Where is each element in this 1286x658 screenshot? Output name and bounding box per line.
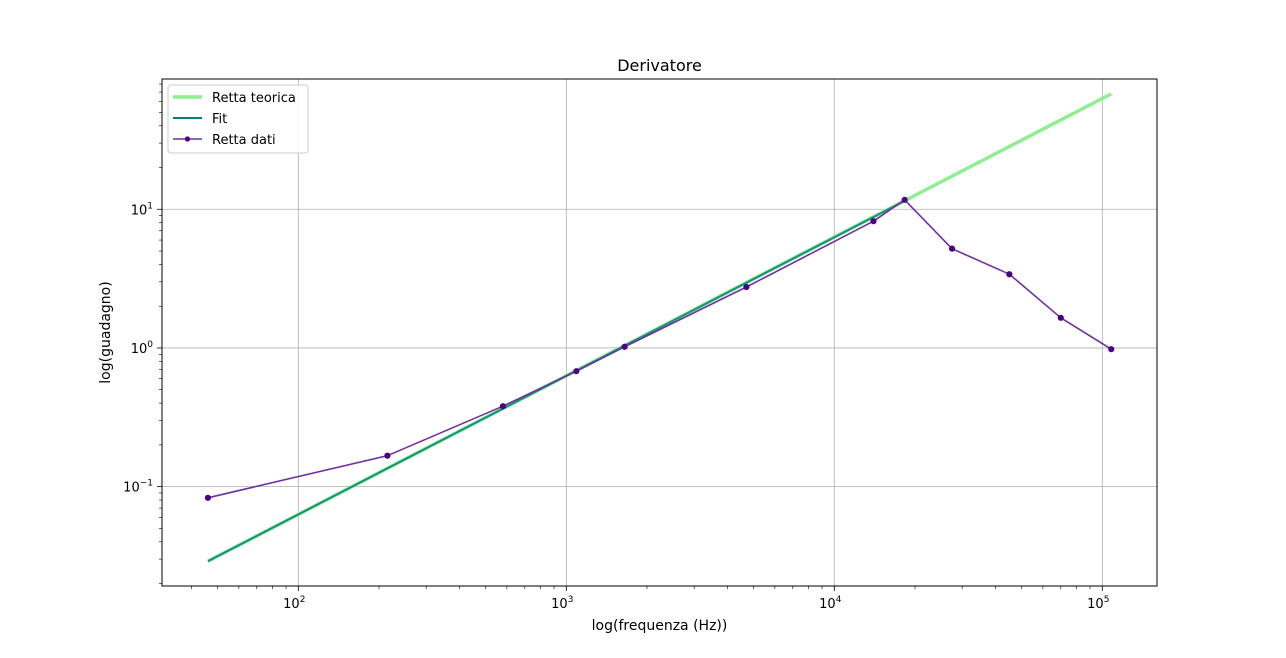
x-axis-label: log(frequenza (Hz)) — [592, 618, 728, 634]
plot-area — [162, 79, 1157, 586]
data-point — [573, 368, 580, 375]
series-layer — [204, 92, 1115, 563]
y-axis-label: log(guadagno) — [98, 281, 114, 383]
data-point — [948, 245, 956, 252]
chart-title: Derivatore — [617, 56, 702, 75]
data-point — [1057, 314, 1064, 321]
axis-ticks: 102 103 104 105 10−1 100 101 — [123, 83, 1109, 612]
data-point — [743, 283, 750, 291]
y-tick-label: 100 — [131, 340, 154, 357]
data-point — [499, 403, 507, 410]
data-point — [870, 218, 877, 225]
legend: Retta teorica Fit Retta dati — [167, 84, 309, 154]
x-tick-label: 103 — [551, 595, 573, 612]
x-tick-label: 105 — [1087, 595, 1109, 612]
x-tick-label: 102 — [283, 595, 305, 612]
y-tick-label: 101 — [131, 201, 153, 218]
legend-marker — [184, 136, 191, 142]
legend-box — [167, 84, 309, 154]
series-line-retta-dati — [207, 199, 1112, 499]
legend-label: Retta dati — [212, 133, 276, 148]
data-point — [1108, 346, 1115, 353]
y-tick-label: 10−1 — [123, 479, 153, 496]
data-point — [384, 452, 391, 459]
data-point — [621, 343, 628, 350]
x-tick-label: 104 — [819, 595, 842, 612]
data-point — [1006, 271, 1013, 278]
data-point — [901, 196, 908, 203]
grid-lines — [162, 79, 1157, 586]
legend-label: Fit — [212, 112, 227, 127]
plot-frame — [161, 78, 1158, 587]
data-point — [204, 494, 212, 501]
legend-label: Retta teorica — [212, 91, 296, 106]
